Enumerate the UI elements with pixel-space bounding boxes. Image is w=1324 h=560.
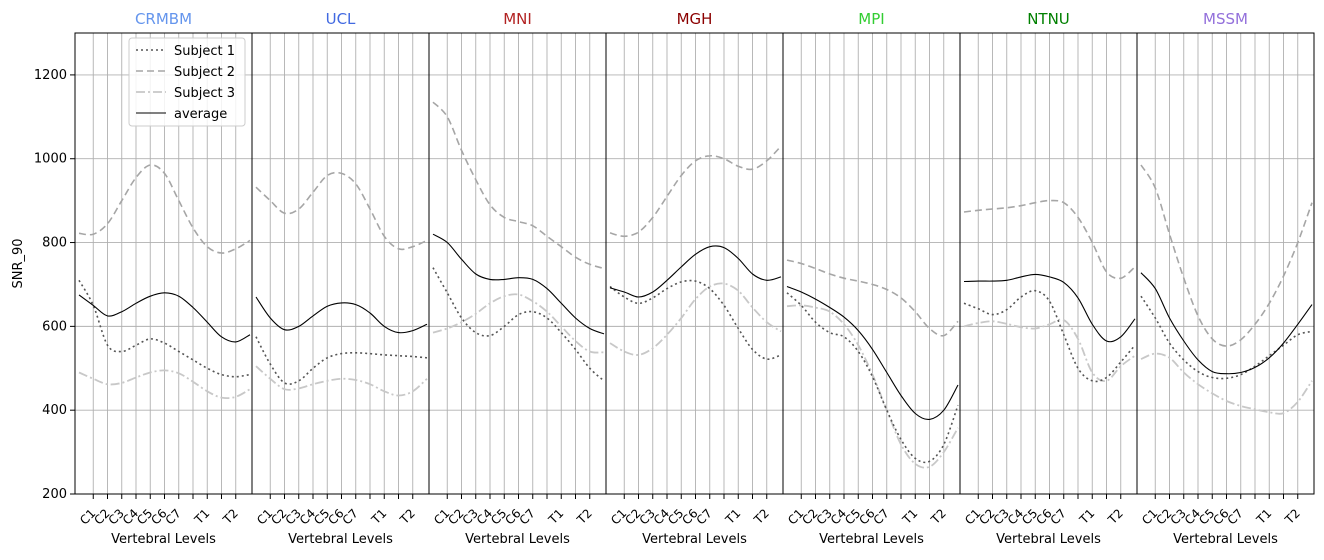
legend-label: Subject 2 [174, 65, 235, 80]
series-line-subject-3 [786, 304, 959, 469]
series-line-average [78, 292, 251, 343]
x-tick-label: T2 [928, 506, 949, 527]
legend-box [128, 37, 246, 127]
series-line-subject-3 [255, 365, 428, 397]
y-axis-label: SNR_90 [11, 238, 26, 288]
panel-title: CRMBM [135, 10, 192, 28]
x-axis-label: Vertebral Levels [288, 532, 393, 547]
x-tick-label: T2 [397, 506, 418, 527]
x-axis-label: Vertebral Levels [111, 532, 216, 547]
x-tick-label: C7 [1225, 506, 1246, 527]
series-line-subject-1 [432, 267, 605, 382]
series-line-subject-3 [78, 369, 251, 400]
panel-title: MPI [858, 10, 884, 28]
legend: Subject 1 Subject 2 Subject 3 average [128, 37, 246, 127]
y-tick-label: 800 [42, 236, 67, 251]
panel-frame [428, 32, 607, 495]
series-line-subject-2 [78, 164, 251, 254]
panel-title: MSSM [1203, 10, 1248, 28]
legend-label: Subject 1 [174, 44, 235, 59]
y-tick-label: 400 [42, 403, 67, 418]
panel-title: NTNU [1027, 10, 1070, 28]
x-tick-label: T2 [751, 506, 772, 527]
x-tick-label: T1 [191, 506, 212, 527]
series-line-average [255, 296, 428, 334]
legend-label: Subject 3 [174, 86, 235, 101]
series-line-subject-2 [432, 101, 605, 270]
series-line-subject-2 [963, 199, 1136, 280]
series-line-subject-2 [1140, 164, 1313, 347]
x-tick-label: C7 [517, 506, 538, 527]
series-line-subject-2 [786, 259, 959, 337]
panel-frame [1136, 32, 1315, 495]
x-tick-label: C7 [340, 506, 361, 527]
series-line-subject-1 [786, 292, 959, 464]
series-line-subject-3 [432, 293, 605, 354]
x-axis-label: Vertebral Levels [819, 532, 924, 547]
y-tick-label: 1200 [34, 68, 67, 83]
x-tick-label: T1 [899, 506, 920, 527]
panel-title: MGH [677, 10, 713, 28]
x-tick-label: T1 [1076, 506, 1097, 527]
panel-frame [605, 32, 784, 495]
series-line-average [432, 233, 605, 335]
series-line-average [963, 273, 1136, 343]
y-tick-label: 1000 [34, 152, 67, 167]
series-line-subject-3 [1140, 352, 1313, 415]
x-axis-label: Vertebral Levels [642, 532, 747, 547]
panel-title: MNI [503, 10, 532, 28]
x-tick-label: T1 [1253, 506, 1274, 527]
panel-frame [251, 32, 430, 495]
x-tick-label: C7 [1048, 506, 1069, 527]
series-line-subject-3 [963, 318, 1136, 382]
x-axis-label: Vertebral Levels [1173, 532, 1278, 547]
x-axis-label: Vertebral Levels [996, 532, 1101, 547]
series-line-subject-1 [255, 336, 428, 385]
series-line-subject-1 [78, 279, 251, 378]
series-line-subject-1 [963, 289, 1136, 383]
x-tick-label: T1 [722, 506, 743, 527]
x-tick-label: C7 [163, 506, 184, 527]
x-tick-label: T1 [545, 506, 566, 527]
x-tick-label: T2 [574, 506, 595, 527]
series-line-subject-2 [255, 171, 428, 251]
panel-frame [959, 32, 1138, 495]
y-tick-label: 600 [42, 319, 67, 334]
series-line-average [1140, 272, 1313, 375]
series-line-subject-1 [609, 279, 782, 361]
x-tick-label: C7 [871, 506, 892, 527]
x-tick-label: T2 [1105, 506, 1126, 527]
legend-label: average [174, 107, 227, 122]
x-tick-label: T2 [1282, 506, 1303, 527]
x-tick-label: T1 [368, 506, 389, 527]
x-tick-label: C7 [694, 506, 715, 527]
series-line-subject-1 [1140, 295, 1313, 380]
panel-title: UCL [326, 10, 356, 28]
x-axis-label: Vertebral Levels [465, 532, 570, 547]
x-tick-label: T2 [220, 506, 241, 527]
series-line-average [609, 245, 782, 298]
y-tick-label: 200 [42, 487, 67, 502]
series-line-average [786, 285, 959, 421]
panel-frame [782, 32, 961, 495]
series-line-subject-2 [609, 145, 782, 238]
